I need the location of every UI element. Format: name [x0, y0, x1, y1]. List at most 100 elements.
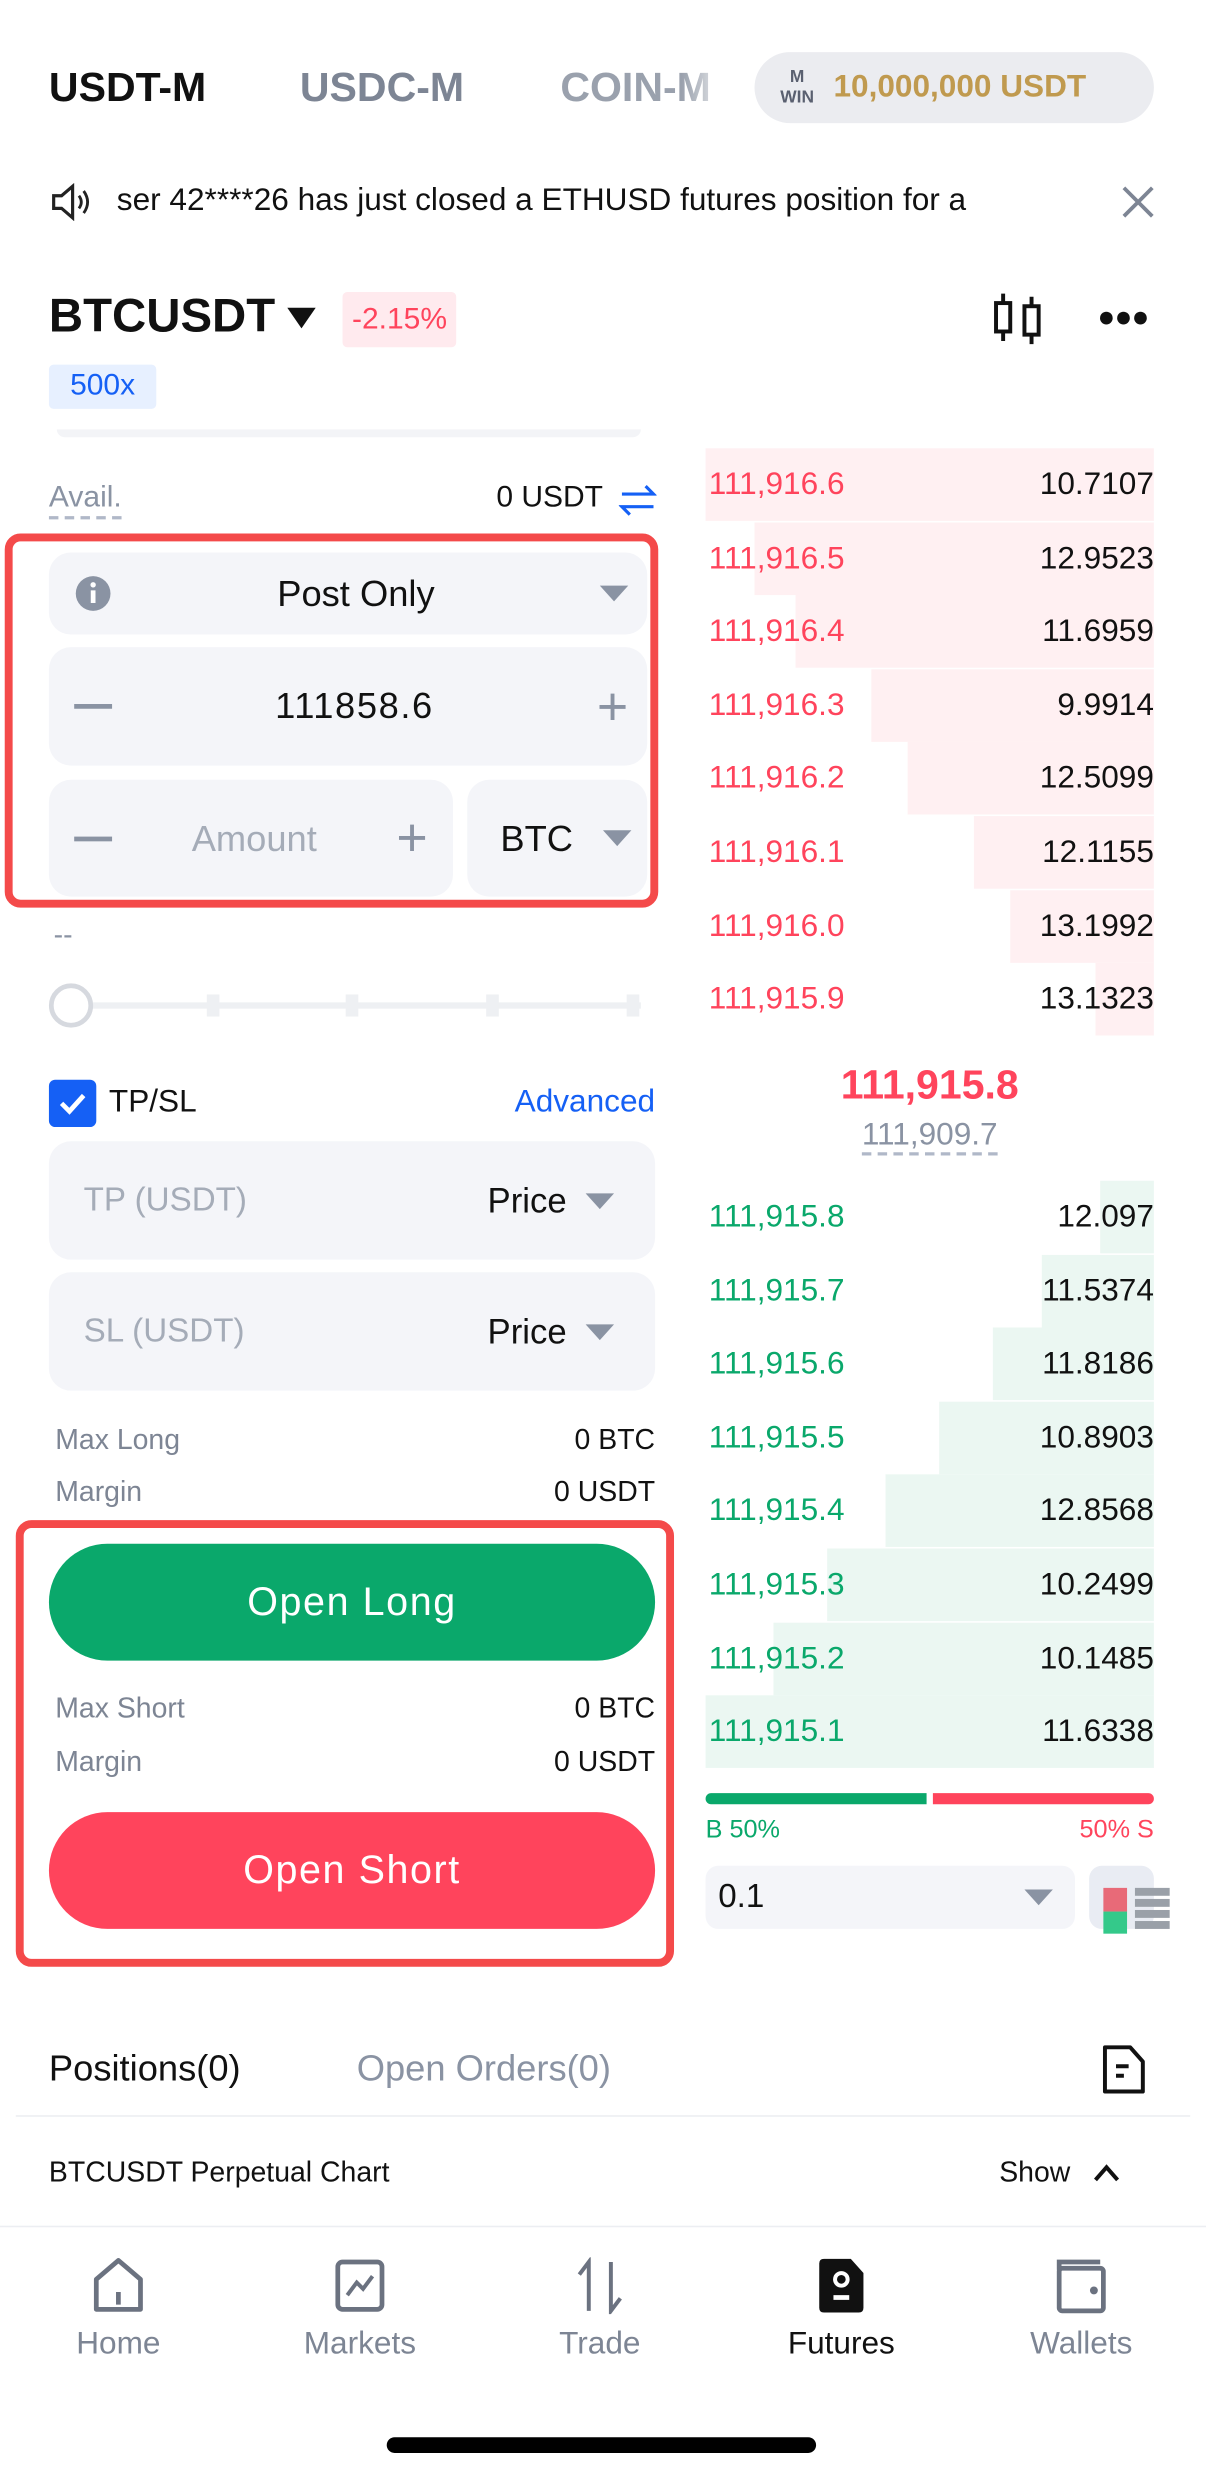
precision-value: 0.1 [718, 1878, 765, 1915]
amount-unit-select[interactable]: BTC [467, 779, 648, 897]
orderbook-layout-icon[interactable] [1089, 1865, 1170, 1934]
depth-bar [754, 521, 1154, 595]
ask-quantity: 13.1992 [1039, 908, 1154, 944]
ask-row[interactable]: 111,916.4 11.6959 [706, 595, 1154, 669]
bid-row[interactable]: 111,915.8 12.097 [706, 1180, 1154, 1254]
slider-tick [345, 994, 359, 1017]
transfer-icon[interactable] [618, 483, 657, 518]
nav-home[interactable]: Home [39, 2257, 197, 2363]
bid-price: 111,915.6 [708, 1346, 845, 1382]
ask-row[interactable]: 111,916.5 12.9523 [706, 521, 1154, 595]
price-stepper[interactable]: 111858.6 + [48, 647, 648, 766]
highlight-box-order-inputs [4, 533, 659, 908]
close-icon[interactable] [1121, 185, 1156, 220]
open-short-button[interactable]: Open Short [48, 1812, 656, 1929]
ask-price: 111,916.5 [708, 540, 845, 576]
amount-slider[interactable] [48, 983, 641, 1028]
ask-quantity: 12.9523 [1039, 540, 1154, 576]
divider [15, 2115, 1191, 2117]
leverage-badge[interactable]: 500x [48, 364, 157, 409]
plus-icon[interactable]: + [396, 808, 428, 869]
depth-bar [795, 595, 1154, 669]
nav-trade[interactable]: Trade [521, 2257, 679, 2363]
bid-price: 111,915.4 [708, 1493, 845, 1529]
bonus-badge[interactable]: M WIN 10,000,000 USDT [754, 52, 1154, 124]
precision-select[interactable]: 0.1 [705, 1865, 1075, 1929]
tab-open-orders[interactable]: Open Orders(0) [356, 2047, 611, 2089]
bid-quantity: 12.8568 [1039, 1493, 1154, 1529]
minus-icon[interactable] [74, 704, 113, 709]
ask-quantity: 11.6959 [1042, 614, 1154, 650]
more-icon[interactable]: ••• [1098, 293, 1150, 343]
price-input[interactable]: 111858.6 [275, 685, 434, 727]
tp-price-type[interactable]: Price [487, 1179, 567, 1220]
depth-bar [705, 448, 1154, 521]
divider [56, 429, 641, 438]
ask-row[interactable]: 111,915.9 13.1323 [706, 963, 1154, 1036]
bid-row[interactable]: 111,915.4 12.8568 [706, 1474, 1154, 1548]
chevron-down-icon [287, 307, 317, 328]
depth-bar [772, 1622, 1154, 1695]
depth-bar [1041, 1254, 1154, 1327]
nav-markets[interactable]: Markets [281, 2257, 439, 2363]
advanced-link[interactable]: Advanced [514, 1084, 656, 1120]
nav-wallets[interactable]: Wallets [1002, 2257, 1160, 2363]
order-history-icon[interactable] [1100, 2043, 1147, 2097]
bid-row[interactable]: 111,915.6 11.8186 [706, 1327, 1154, 1401]
amount-stepper[interactable]: Amount + [48, 779, 454, 897]
bid-quantity: 12.097 [1057, 1199, 1154, 1235]
bid-row[interactable]: 111,915.5 10.8903 [706, 1401, 1154, 1474]
announcement-ticker[interactable]: ser 42****26 has just closed a ETHUSD fu… [116, 183, 967, 218]
amount-input[interactable]: Amount [191, 816, 317, 858]
tpsl-checkbox[interactable] [48, 1079, 97, 1128]
tpsl-label: TP/SL [108, 1084, 197, 1120]
caret-down-icon [602, 830, 632, 847]
bid-price: 111,915.8 [708, 1199, 845, 1235]
ask-row[interactable]: 111,916.2 12.5099 [706, 742, 1154, 816]
bid-row[interactable]: 111,915.7 11.5374 [706, 1254, 1154, 1327]
sl-price-type[interactable]: Price [487, 1310, 567, 1351]
slider-handle[interactable] [48, 983, 94, 1028]
ask-row[interactable]: 111,916.1 12.1155 [706, 816, 1154, 889]
nav-label: Markets [303, 2326, 417, 2362]
bid-price: 111,915.7 [708, 1273, 845, 1308]
candlestick-chart-icon[interactable] [991, 290, 1045, 347]
tab-positions[interactable]: Positions(0) [48, 2047, 241, 2089]
tp-input[interactable]: TP (USDT) Price [48, 1141, 656, 1260]
futures-icon [819, 2258, 864, 2313]
mark-price[interactable]: 111,909.7 [861, 1117, 998, 1156]
show-chart-toggle[interactable]: Show [999, 2156, 1121, 2189]
wallet-icon [1056, 2259, 1106, 2314]
bid-price: 111,915.1 [708, 1714, 845, 1750]
bid-row[interactable]: 111,915.2 10.1485 [706, 1622, 1154, 1695]
bid-quantity: 11.6338 [1042, 1714, 1154, 1750]
bid-quantity: 10.2499 [1039, 1567, 1154, 1603]
speaker-icon [52, 183, 90, 221]
tab-coin-m[interactable]: COIN-M [560, 63, 711, 111]
ask-row[interactable]: 111,916.0 13.1992 [706, 889, 1154, 963]
divider [0, 2225, 1206, 2228]
ask-row[interactable]: 111,916.6 10.7107 [705, 448, 1154, 521]
bid-row[interactable]: 111,915.3 10.2499 [706, 1548, 1154, 1622]
tab-usdt-m[interactable]: USDT-M [48, 63, 207, 111]
ask-swatch [1103, 1887, 1128, 1912]
sl-placeholder: SL (USDT) [83, 1312, 245, 1349]
plus-icon[interactable]: + [596, 676, 629, 737]
symbol-selector[interactable]: BTCUSDT [49, 290, 317, 344]
nav-futures[interactable]: Futures [762, 2257, 920, 2363]
bid-row[interactable]: 111,915.1 11.6338 [705, 1695, 1154, 1769]
avail-label[interactable]: Avail. [48, 481, 122, 520]
depth-bar [938, 1401, 1154, 1474]
minus-icon[interactable] [74, 835, 113, 841]
home-icon [93, 2258, 143, 2312]
slider-tick [486, 994, 499, 1017]
sl-input[interactable]: SL (USDT) Price [48, 1272, 656, 1391]
ask-quantity: 13.1323 [1039, 982, 1154, 1017]
depth-bar [974, 816, 1154, 889]
ask-row[interactable]: 111,916.3 9.9914 [706, 668, 1154, 742]
open-long-button[interactable]: Open Long [48, 1543, 656, 1661]
bid-price: 111,915.2 [708, 1640, 845, 1676]
chevron-up-icon [1094, 2163, 1120, 2181]
tab-usdc-m[interactable]: USDC-M [299, 63, 465, 111]
order-type-select[interactable]: Post Only [48, 552, 648, 635]
